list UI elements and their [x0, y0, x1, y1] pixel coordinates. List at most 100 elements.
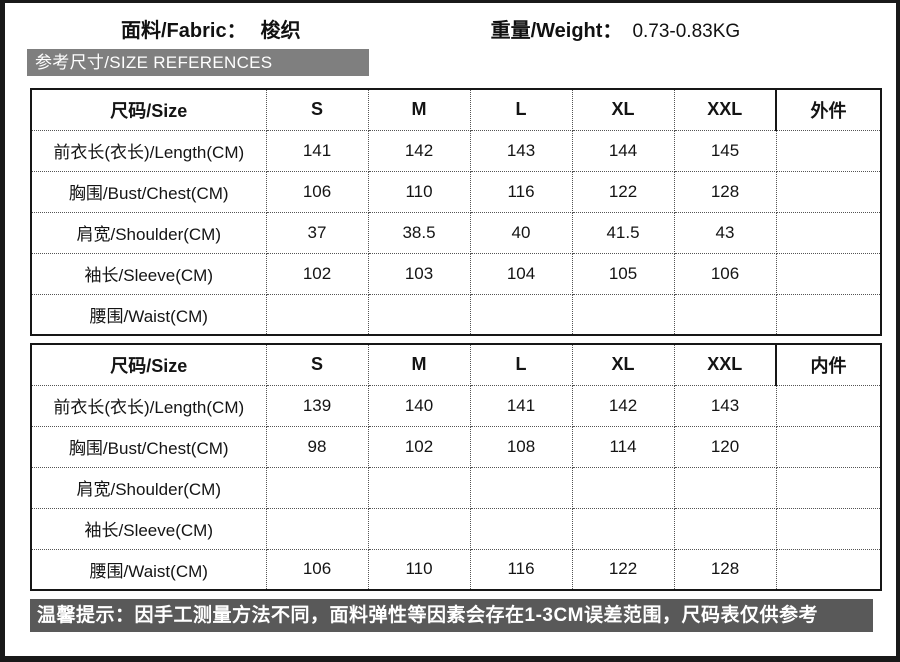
- empty-cell: [775, 293, 882, 336]
- size-col-header: XL: [571, 88, 675, 131]
- row-label: 胸围/Bust/Chest(CM): [30, 170, 267, 213]
- weight-label: 重量/Weight：: [490, 20, 623, 42]
- size-value-cell: 143: [469, 129, 573, 172]
- table-row: 前衣长(衣长)/Length(CM) 139 140 141 142 143: [30, 384, 882, 427]
- size-col-header: L: [469, 88, 573, 131]
- table-row: 胸围/Bust/Chest(CM) 106 110 116 122 128: [30, 170, 882, 213]
- size-value-cell: [673, 466, 777, 509]
- size-value-cell: 105: [571, 252, 675, 295]
- size-value-cell: 139: [265, 384, 369, 427]
- empty-cell: [775, 211, 882, 254]
- size-value-cell: 110: [367, 548, 471, 591]
- size-value-cell: 142: [367, 129, 471, 172]
- row-label: 袖长/Sleeve(CM): [30, 252, 267, 295]
- measurement-disclaimer: 温馨提示：因手工测量方法不同，面料弹性等因素会存在1-3CM误差范围，尺码表仅供…: [30, 599, 873, 632]
- row-label: 肩宽/Shoulder(CM): [30, 466, 267, 509]
- table-row: 腰围/Waist(CM) 106 110 116 122 128: [30, 548, 882, 591]
- size-value-cell: 106: [673, 252, 777, 295]
- size-value-cell: 141: [469, 384, 573, 427]
- piece-header: 内件: [775, 343, 882, 386]
- row-label: 腰围/Waist(CM): [30, 293, 267, 336]
- size-value-cell: [673, 507, 777, 550]
- size-col-header: L: [469, 343, 573, 386]
- size-value-cell: 110: [367, 170, 471, 213]
- table-row: 腰围/Waist(CM): [30, 293, 882, 336]
- size-value-cell: 40: [469, 211, 573, 254]
- size-col-header: XXL: [673, 88, 777, 131]
- size-value-cell: 116: [469, 170, 573, 213]
- table-header-row: 尺码/Size S M L XL XXL 内件: [30, 343, 882, 386]
- size-value-cell: [571, 466, 675, 509]
- empty-cell: [775, 425, 882, 468]
- size-value-cell: [469, 507, 573, 550]
- size-value-cell: 106: [265, 170, 369, 213]
- size-value-cell: 128: [673, 548, 777, 591]
- size-value-cell: 41.5: [571, 211, 675, 254]
- size-value-cell: [469, 293, 573, 336]
- size-header-cell: 尺码/Size: [30, 88, 267, 131]
- size-value-cell: 144: [571, 129, 675, 172]
- size-header-cell: 尺码/Size: [30, 343, 267, 386]
- size-value-cell: 98: [265, 425, 369, 468]
- size-value-cell: 43: [673, 211, 777, 254]
- piece-header: 外件: [775, 88, 882, 131]
- size-value-cell: 114: [571, 425, 675, 468]
- size-value-cell: 122: [571, 548, 675, 591]
- empty-cell: [775, 384, 882, 427]
- size-value-cell: 145: [673, 129, 777, 172]
- size-references-banner: 参考尺寸/SIZE REFERENCES: [27, 49, 369, 76]
- size-value-cell: 142: [571, 384, 675, 427]
- empty-cell: [775, 466, 882, 509]
- fabric-value: 梭织: [260, 20, 301, 42]
- size-col-header: M: [367, 343, 471, 386]
- size-value-cell: 102: [265, 252, 369, 295]
- size-value-cell: 143: [673, 384, 777, 427]
- size-value-cell: [265, 293, 369, 336]
- size-value-cell: 106: [265, 548, 369, 591]
- empty-cell: [775, 548, 882, 591]
- size-table-inner-piece: 尺码/Size S M L XL XXL 内件 前衣长(衣长)/Length(C…: [30, 343, 882, 591]
- size-value-cell: [367, 466, 471, 509]
- weight-info: 重量/Weight： 0.73-0.83KG: [491, 14, 741, 43]
- row-label: 胸围/Bust/Chest(CM): [30, 425, 267, 468]
- size-value-cell: 141: [265, 129, 369, 172]
- size-value-cell: 38.5: [367, 211, 471, 254]
- size-value-cell: [367, 507, 471, 550]
- table-row: 前衣长(衣长)/Length(CM) 141 142 143 144 145: [30, 129, 882, 172]
- size-value-cell: 116: [469, 548, 573, 591]
- size-value-cell: 122: [571, 170, 675, 213]
- size-value-cell: 102: [367, 425, 471, 468]
- size-value-cell: [265, 466, 369, 509]
- size-value-cell: 128: [673, 170, 777, 213]
- size-value-cell: [469, 466, 573, 509]
- size-value-cell: [367, 293, 471, 336]
- size-value-cell: 104: [469, 252, 573, 295]
- empty-cell: [775, 252, 882, 295]
- row-label: 前衣长(衣长)/Length(CM): [30, 129, 267, 172]
- row-label: 腰围/Waist(CM): [30, 548, 267, 591]
- empty-cell: [775, 507, 882, 550]
- size-col-header: XXL: [673, 343, 777, 386]
- row-label: 袖长/Sleeve(CM): [30, 507, 267, 550]
- table-row: 袖长/Sleeve(CM): [30, 507, 882, 550]
- table-row: 肩宽/Shoulder(CM) 37 38.5 40 41.5 43: [30, 211, 882, 254]
- size-value-cell: [571, 293, 675, 336]
- fabric-label: 面料/Fabric：: [121, 20, 247, 42]
- size-value-cell: 120: [673, 425, 777, 468]
- empty-cell: [775, 129, 882, 172]
- top-info-line: 面料/Fabric： 梭织 重量/Weight： 0.73-0.83KG: [5, 14, 896, 44]
- row-label: 肩宽/Shoulder(CM): [30, 211, 267, 254]
- size-value-cell: 103: [367, 252, 471, 295]
- table-row: 肩宽/Shoulder(CM): [30, 466, 882, 509]
- size-table-outer-piece: 尺码/Size S M L XL XXL 外件 前衣长(衣长)/Length(C…: [30, 88, 882, 336]
- size-col-header: S: [265, 88, 369, 131]
- size-col-header: M: [367, 88, 471, 131]
- table-row: 袖长/Sleeve(CM) 102 103 104 105 106: [30, 252, 882, 295]
- fabric-info: 面料/Fabric： 梭织: [121, 14, 301, 43]
- size-value-cell: 108: [469, 425, 573, 468]
- size-value-cell: 37: [265, 211, 369, 254]
- size-value-cell: [673, 293, 777, 336]
- size-value-cell: [265, 507, 369, 550]
- size-col-header: S: [265, 343, 369, 386]
